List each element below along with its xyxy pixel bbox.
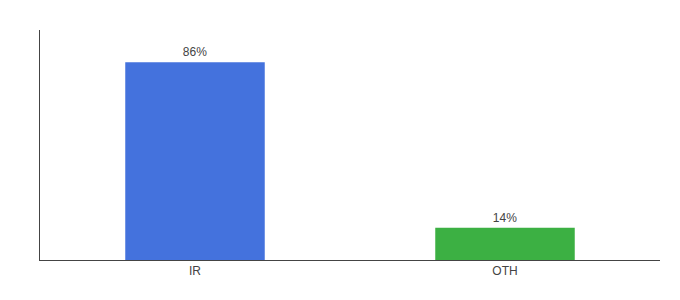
svg-text:OTH: OTH xyxy=(492,264,517,278)
svg-text:14%: 14% xyxy=(493,211,517,225)
svg-text:IR: IR xyxy=(189,264,201,278)
svg-text:86%: 86% xyxy=(183,45,207,59)
